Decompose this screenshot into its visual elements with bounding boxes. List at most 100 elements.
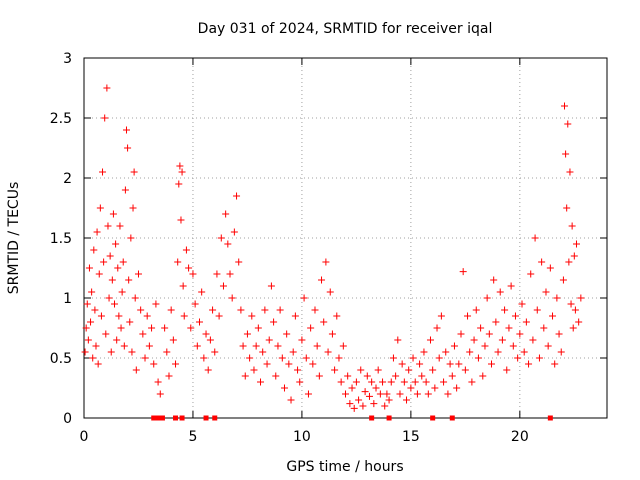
data-point — [137, 306, 145, 314]
data-point — [359, 402, 367, 410]
data-point — [107, 348, 115, 356]
data-point — [103, 84, 111, 92]
data-point — [337, 378, 345, 386]
chart-title: Day 031 of 2024, SRMTID for receiver iqa… — [198, 21, 493, 37]
data-point — [204, 366, 212, 374]
data-point — [148, 324, 156, 332]
zero-marker — [159, 415, 165, 421]
data-point — [400, 378, 408, 386]
data-point — [416, 360, 424, 368]
data-point — [376, 390, 384, 398]
data-point — [418, 372, 426, 380]
data-point — [122, 126, 130, 134]
data-point — [442, 348, 450, 356]
data-point — [571, 306, 579, 314]
data-point — [177, 216, 185, 224]
y-tick-label: 0 — [63, 411, 72, 427]
data-point — [121, 186, 129, 194]
data-point — [385, 396, 393, 404]
data-point — [383, 390, 391, 398]
y-axis-label: SRMTID / TECUs — [6, 182, 22, 295]
data-point — [94, 360, 102, 368]
data-point — [276, 306, 284, 314]
y-tick-label: 2 — [63, 171, 72, 187]
data-point — [289, 348, 297, 356]
data-point — [488, 360, 496, 368]
data-point — [569, 324, 577, 332]
data-point — [309, 360, 317, 368]
axis-ticks: 0 0.5 1 1.5 2 2.5 3 0 5 10 15 20 — [50, 51, 607, 445]
data-point — [235, 258, 243, 266]
data-point — [193, 342, 201, 350]
data-point — [440, 378, 448, 386]
data-point — [409, 354, 417, 362]
data-point — [315, 372, 323, 380]
data-point — [174, 258, 182, 266]
data-point — [211, 348, 219, 356]
data-point — [346, 400, 354, 408]
data-point — [549, 312, 557, 320]
data-point — [518, 300, 526, 308]
zero-marker — [173, 415, 179, 421]
x-axis-label: GPS time / hours — [286, 459, 403, 475]
data-point — [365, 392, 373, 400]
data-point — [355, 396, 363, 404]
data-point — [392, 372, 400, 380]
data-point — [248, 312, 256, 320]
data-point — [372, 384, 380, 392]
data-point — [85, 264, 93, 272]
data-point — [527, 270, 535, 278]
data-point — [538, 258, 546, 266]
data-point — [131, 294, 139, 302]
x-tick-label: 0 — [80, 429, 89, 445]
data-point — [568, 222, 576, 230]
data-point — [106, 252, 114, 260]
zero-marker — [203, 415, 209, 421]
data-point — [485, 330, 493, 338]
data-point — [294, 366, 302, 374]
data-points — [81, 84, 585, 421]
data-point — [561, 102, 569, 110]
data-point — [191, 300, 199, 308]
data-point — [328, 330, 336, 338]
data-point — [429, 366, 437, 374]
data-point — [265, 336, 273, 344]
data-point — [154, 378, 162, 386]
data-point — [494, 348, 502, 356]
data-point — [182, 246, 190, 254]
data-point — [169, 336, 177, 344]
data-point — [257, 378, 265, 386]
data-point — [84, 336, 92, 344]
data-point — [302, 354, 310, 362]
data-point — [226, 270, 234, 278]
data-point — [145, 342, 153, 350]
data-point — [132, 366, 140, 374]
data-point — [195, 318, 203, 326]
data-point — [481, 342, 489, 350]
zero-marker — [369, 415, 375, 421]
data-point — [318, 276, 326, 284]
data-point — [172, 360, 180, 368]
data-point — [446, 360, 454, 368]
data-point — [280, 384, 288, 392]
data-point — [296, 378, 304, 386]
data-point — [389, 354, 397, 362]
data-point — [422, 378, 430, 386]
data-point — [570, 252, 578, 260]
data-point — [130, 168, 138, 176]
data-point — [87, 318, 95, 326]
x-tick-label: 5 — [188, 429, 197, 445]
data-point — [551, 360, 559, 368]
data-point — [102, 330, 110, 338]
data-point — [461, 366, 469, 374]
data-point — [516, 330, 524, 338]
data-point — [555, 330, 563, 338]
data-point — [287, 396, 295, 404]
data-point — [344, 372, 352, 380]
data-point — [503, 366, 511, 374]
data-point — [509, 342, 517, 350]
data-point — [472, 306, 480, 314]
data-point — [420, 348, 428, 356]
data-point — [108, 276, 116, 284]
